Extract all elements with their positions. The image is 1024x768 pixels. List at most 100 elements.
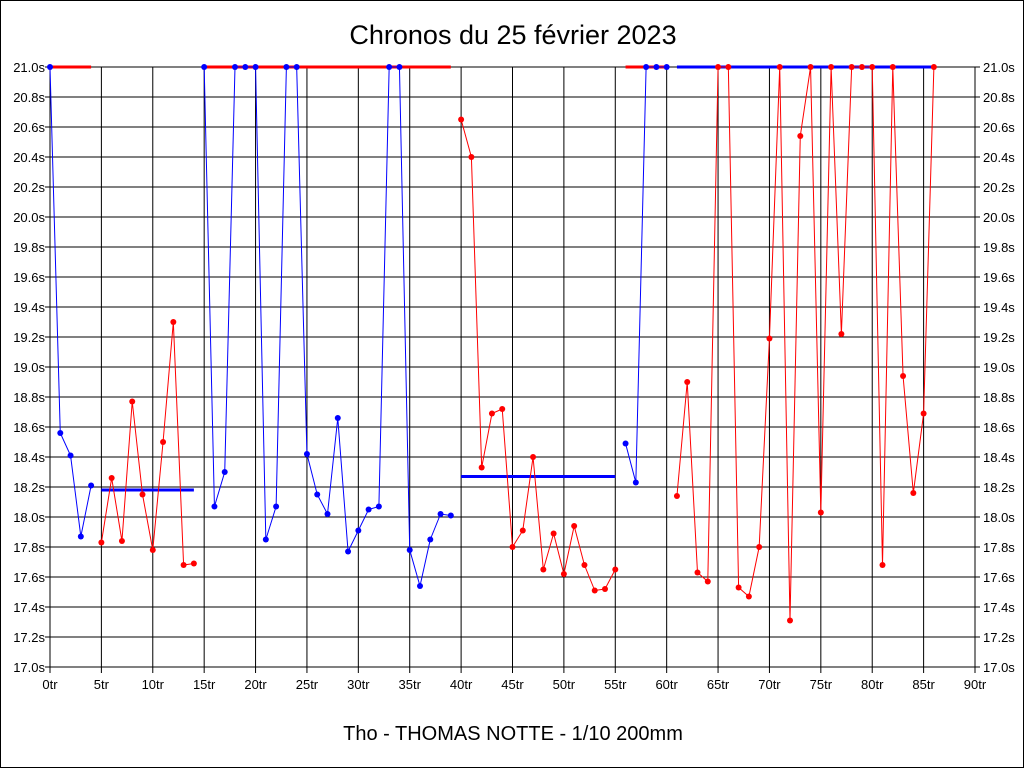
data-point bbox=[581, 562, 588, 568]
y-tick-label-left: 18.4s bbox=[13, 450, 45, 465]
series-line bbox=[49, 66, 92, 537]
data-point bbox=[139, 491, 146, 498]
data-point bbox=[530, 454, 537, 460]
data-point bbox=[488, 410, 495, 417]
y-tick-label-left: 19.6s bbox=[13, 270, 45, 285]
y-tick-label-left: 20.2s bbox=[13, 180, 45, 195]
data-point bbox=[406, 547, 413, 553]
axes: 0tr 5tr 10tr 15tr 20tr 25tr 30tr 35tr 40tr 45tr 50… bbox=[13, 60, 1015, 692]
x-tick-label: 25tr bbox=[296, 677, 319, 692]
data-point bbox=[612, 566, 619, 573]
y-tick-label-left: 19.8s bbox=[13, 240, 45, 255]
series-line bbox=[625, 66, 667, 483]
y-tick-label-right: 19.8s bbox=[983, 240, 1015, 255]
y-tick-label-left: 18.8s bbox=[13, 390, 45, 405]
data-point bbox=[920, 410, 927, 417]
x-tick-label: 60tr bbox=[655, 677, 678, 692]
x-tick-label: 45tr bbox=[501, 677, 524, 692]
data-point bbox=[47, 64, 53, 70]
data-point bbox=[684, 379, 691, 385]
data-point bbox=[252, 64, 259, 70]
y-tick-label-right: 18.0s bbox=[983, 510, 1015, 525]
series-lines bbox=[49, 66, 935, 621]
x-tick-label: 70tr bbox=[758, 677, 781, 692]
data-point bbox=[334, 415, 341, 421]
data-point bbox=[756, 544, 763, 550]
x-tick-label: 20tr bbox=[244, 677, 267, 692]
y-tick-label-right: 17.2s bbox=[983, 630, 1015, 645]
data-point bbox=[519, 527, 526, 534]
x-tick-label: 90tr bbox=[964, 677, 987, 692]
data-point bbox=[817, 509, 824, 516]
data-point bbox=[787, 617, 793, 624]
x-tick-label: 0tr bbox=[42, 677, 58, 692]
data-point bbox=[365, 506, 372, 513]
data-point bbox=[663, 64, 670, 70]
y-tick-label-left: 20.8s bbox=[13, 90, 45, 105]
x-tick-label: 5tr bbox=[94, 677, 110, 692]
y-tick-label-right: 21.0s bbox=[983, 60, 1015, 75]
x-tick-label: 35tr bbox=[399, 677, 422, 692]
data-point bbox=[314, 491, 321, 498]
data-point bbox=[900, 373, 907, 379]
data-points bbox=[47, 64, 937, 624]
data-point bbox=[427, 536, 434, 543]
y-tick-label-left: 21.0s bbox=[13, 60, 45, 75]
data-point bbox=[858, 64, 865, 70]
data-point bbox=[509, 544, 516, 550]
data-point bbox=[828, 64, 835, 70]
data-point bbox=[571, 523, 578, 529]
y-tick-label-right: 19.2s bbox=[983, 330, 1015, 345]
data-point bbox=[447, 512, 454, 519]
data-point bbox=[797, 133, 804, 139]
y-tick-label-right: 19.6s bbox=[983, 270, 1015, 285]
data-point bbox=[715, 64, 722, 70]
y-tick-label-left: 19.4s bbox=[13, 300, 45, 315]
data-point bbox=[129, 398, 136, 405]
data-point bbox=[468, 154, 475, 160]
y-tick-label-right: 20.6s bbox=[983, 120, 1015, 135]
data-point bbox=[499, 406, 506, 412]
data-point bbox=[201, 64, 208, 70]
y-tick-label-right: 20.4s bbox=[983, 150, 1015, 165]
data-point bbox=[211, 503, 218, 510]
y-tick-label-right: 20.2s bbox=[983, 180, 1015, 195]
data-point bbox=[108, 475, 115, 481]
y-tick-label-left: 18.6s bbox=[13, 420, 45, 435]
x-tick-label: 85tr bbox=[912, 677, 935, 692]
y-tick-label-left: 18.0s bbox=[13, 510, 45, 525]
data-point bbox=[170, 319, 177, 325]
x-tick-label: 50tr bbox=[553, 677, 576, 692]
x-tick-label: 30tr bbox=[347, 677, 370, 692]
data-point bbox=[345, 548, 352, 555]
data-point bbox=[838, 331, 845, 337]
y-tick-label-right: 17.6s bbox=[983, 570, 1015, 585]
data-point bbox=[262, 536, 269, 543]
data-point bbox=[673, 493, 680, 499]
x-tick-label: 55tr bbox=[604, 677, 627, 692]
y-tick-label-right: 18.2s bbox=[983, 480, 1015, 495]
data-point bbox=[180, 562, 187, 568]
data-point bbox=[437, 511, 444, 517]
data-point bbox=[550, 530, 557, 537]
x-tick-label: 80tr bbox=[861, 677, 884, 692]
x-tick-label: 10tr bbox=[142, 677, 165, 692]
data-point bbox=[766, 335, 773, 342]
data-point bbox=[386, 64, 393, 70]
data-point bbox=[355, 527, 362, 534]
data-point bbox=[643, 64, 650, 70]
data-point bbox=[273, 503, 280, 510]
data-point bbox=[190, 560, 197, 567]
y-tick-label-right: 18.4s bbox=[983, 450, 1015, 465]
data-point bbox=[118, 538, 125, 544]
data-point bbox=[879, 562, 886, 568]
data-point bbox=[232, 64, 238, 70]
data-point bbox=[910, 490, 917, 496]
data-point bbox=[776, 64, 783, 70]
y-tick-label-right: 17.8s bbox=[983, 540, 1015, 555]
data-point bbox=[375, 503, 382, 510]
data-point bbox=[540, 566, 547, 573]
data-point bbox=[725, 64, 732, 70]
data-point bbox=[303, 451, 310, 457]
data-point bbox=[458, 116, 465, 123]
